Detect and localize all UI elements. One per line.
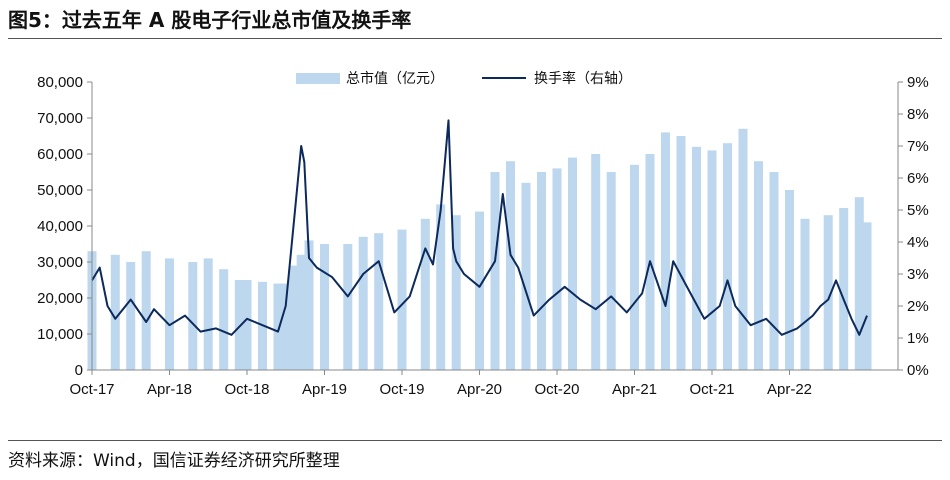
right-tick-label: 4% (907, 234, 929, 251)
turnover-line (91, 119, 868, 336)
market-cap-bar (358, 236, 368, 370)
market-cap-bar (552, 168, 562, 370)
figure-title: 图5：过去五年 A 股电子行业总市值及换手率 (8, 8, 412, 32)
market-cap-bar (661, 132, 670, 370)
right-tick-label: 7% (907, 138, 929, 155)
left-tick-label: 40,000 (37, 218, 83, 235)
market-cap-bar (537, 172, 546, 370)
market-cap-bars (87, 128, 872, 370)
axis-layer: 0 10,000 20,000 30,000 40,000 50,000 60,000 70,… (37, 74, 929, 398)
market-cap-bar (296, 254, 306, 370)
market-cap-bar (304, 240, 314, 370)
left-tick-label: 0 (75, 362, 83, 379)
market-cap-bar (823, 215, 833, 370)
market-cap-bar (591, 154, 601, 370)
left-tick-label: 70,000 (37, 110, 83, 127)
market-cap-bar (397, 229, 407, 370)
market-cap-bar (692, 146, 701, 370)
market-cap-bar (451, 215, 461, 370)
market-cap-bar (110, 254, 120, 370)
market-cap-bar (320, 244, 329, 370)
market-cap-bar (234, 280, 244, 370)
market-cap-bar (273, 283, 283, 370)
legend-line-label: 换手率（右轴） (534, 70, 632, 87)
left-tick-label: 50,000 (37, 182, 83, 199)
market-cap-bar (343, 244, 353, 370)
market-cap-bar (506, 161, 515, 370)
x-tick-label: Apr-19 (302, 381, 347, 398)
market-cap-bar (723, 143, 732, 370)
market-cap-bar (475, 211, 484, 370)
market-cap-bar (281, 283, 291, 370)
right-tick-label: 3% (907, 266, 929, 283)
market-cap-bar (219, 269, 229, 370)
market-cap-bar (242, 280, 252, 370)
market-cap-bar (839, 208, 849, 370)
title-divider (8, 38, 942, 39)
left-tick-label: 10,000 (37, 326, 83, 343)
market-cap-bar (862, 222, 872, 370)
market-cap-bar (521, 182, 531, 370)
right-tick-label: 0% (907, 362, 929, 379)
turnover-line-layer (91, 119, 868, 336)
right-tick-label: 1% (907, 330, 929, 347)
market-cap-bar (738, 128, 748, 370)
left-tick-label: 80,000 (37, 74, 83, 91)
market-cap-bar (188, 262, 198, 370)
chart-legend: 总市值（亿元） 换手率（右轴） (296, 70, 632, 87)
right-tick-label: 5% (907, 202, 929, 219)
x-tick-label: Apr-21 (612, 381, 657, 398)
x-tick-label: Oct-18 (224, 381, 269, 398)
market-cap-bar (490, 172, 500, 370)
market-cap-bar (126, 262, 136, 370)
market-cap-bar (606, 172, 616, 370)
market-cap-bar (630, 164, 639, 370)
market-cap-bar (754, 161, 763, 370)
source-note: 资料来源：Wind，国信证券经济研究所整理 (8, 451, 340, 471)
market-cap-bar (769, 172, 779, 370)
source-divider (8, 440, 942, 441)
x-tick-label: Apr-20 (457, 381, 502, 398)
right-tick-label: 8% (907, 106, 929, 123)
left-tick-label: 30,000 (37, 254, 83, 271)
legend-bar-swatch (296, 73, 340, 84)
market-cap-bar (436, 204, 446, 370)
x-tick-label: Apr-22 (767, 381, 812, 398)
market-cap-bar (785, 190, 794, 370)
x-tick-label: Oct-21 (689, 381, 734, 398)
market-cap-bar (165, 258, 174, 370)
x-tick-label: Oct-20 (534, 381, 579, 398)
market-cap-bar (420, 218, 430, 370)
market-cap-bar (289, 265, 298, 370)
market-cap-bar (203, 258, 213, 370)
market-cap-bar (854, 197, 864, 370)
legend-bar-label: 总市值（亿元） (346, 70, 444, 87)
market-cap-bar (568, 157, 577, 370)
right-tick-label: 2% (907, 298, 929, 315)
market-cap-bar (707, 150, 717, 370)
x-tick-label: Apr-18 (147, 381, 192, 398)
market-cap-bar (141, 251, 151, 370)
x-tick-label: Oct-19 (379, 381, 424, 398)
x-tick-label: Oct-17 (69, 381, 114, 398)
right-tick-label: 6% (907, 170, 929, 187)
market-cap-bar (374, 233, 384, 370)
market-cap-bar (676, 136, 686, 370)
left-tick-label: 20,000 (37, 290, 83, 307)
market-cap-bar (800, 218, 810, 370)
right-tick-label: 9% (907, 74, 929, 91)
left-tick-label: 60,000 (37, 146, 83, 163)
